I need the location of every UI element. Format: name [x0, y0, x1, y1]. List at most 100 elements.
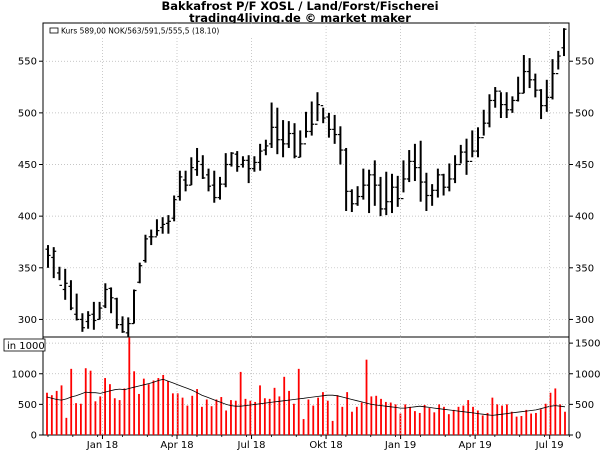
ohlc-bar — [429, 184, 435, 206]
ohlc-bar — [544, 79, 550, 112]
ohlc-bar — [114, 297, 120, 329]
volume-tick-label: 1000 — [575, 369, 600, 380]
volume-bar — [99, 396, 102, 435]
volume-bar — [162, 374, 165, 435]
ohlc-bar — [79, 313, 85, 332]
ohlc-bar — [137, 262, 143, 284]
volume-bar — [457, 406, 460, 435]
volume-bar — [283, 376, 286, 435]
volume-bar — [433, 412, 436, 435]
volume-bar — [491, 397, 494, 435]
volume-bar — [123, 388, 126, 435]
ohlc-bar — [550, 59, 556, 100]
ohlc-bar — [498, 90, 504, 119]
volume-bar — [171, 393, 174, 435]
volume-bar — [65, 417, 68, 435]
ohlc-bar — [263, 139, 269, 156]
volume-bar — [351, 411, 353, 435]
volume-bar — [138, 393, 140, 435]
ohlc-bar — [200, 155, 206, 179]
volume-bar — [331, 420, 334, 435]
ohlc-bar — [211, 170, 217, 203]
volume-bar — [79, 403, 82, 435]
ohlc-bar — [171, 195, 177, 222]
ohlc-bar — [372, 160, 378, 206]
volume-bar — [365, 359, 368, 435]
volume-tick-label: 500 — [18, 400, 37, 411]
ohlc-bar — [251, 156, 257, 172]
ohlc-bar — [286, 121, 292, 148]
ohlc-bar — [486, 94, 492, 128]
volume-bar — [288, 390, 290, 435]
volume-bar — [312, 405, 315, 435]
volume-bar — [292, 403, 295, 435]
price-tick-label: 400 — [18, 212, 37, 223]
ohlc-bar — [148, 229, 154, 246]
volume-bar — [109, 384, 111, 435]
ohlc-bar — [56, 266, 62, 286]
volume-bar — [157, 378, 160, 435]
volume-bar — [544, 403, 547, 435]
price-tick-label: 450 — [18, 160, 37, 171]
volume-bar — [476, 410, 479, 435]
volume-bar — [176, 393, 179, 435]
ohlc-bar — [555, 50, 561, 75]
volume-gridlines — [43, 342, 569, 405]
volume-bar — [60, 385, 63, 435]
volume-bar — [520, 416, 523, 435]
ohlc-bar — [228, 152, 234, 167]
volume-bar — [346, 392, 349, 435]
volume-bar — [234, 400, 237, 435]
ohlc-bar — [240, 156, 246, 168]
ohlc-bar — [509, 96, 515, 113]
ohlc-bar — [188, 157, 194, 186]
ohlc-bar — [68, 280, 74, 311]
ohlc-bar — [234, 151, 240, 172]
volume-bar — [380, 398, 382, 435]
volume-tick-label: 1000 — [12, 369, 37, 380]
volume-bar — [506, 404, 508, 435]
volume-bar — [414, 411, 416, 435]
ohlc-bar — [475, 127, 481, 158]
volume-bar — [210, 406, 213, 435]
volume-bar — [355, 406, 358, 435]
ohlc-bar — [326, 112, 332, 138]
volume-bar — [152, 380, 155, 435]
ohlc-bar — [131, 289, 137, 325]
volume-bar — [147, 384, 150, 435]
volume-bar — [428, 408, 431, 435]
x-tick-label: Jul 19 — [535, 440, 564, 450]
ohlc-bar — [532, 73, 538, 98]
ohlc-bar — [177, 170, 183, 201]
ohlc-bar — [383, 171, 389, 216]
volume-bar — [462, 405, 465, 435]
price-panel-frame — [42, 22, 570, 338]
volume-bar — [191, 395, 194, 435]
volume-bar — [205, 399, 208, 435]
volume-bar — [370, 396, 373, 435]
ohlc-bar — [458, 144, 464, 166]
x-tick-label: Apr 19 — [459, 440, 492, 450]
volume-bar — [142, 378, 145, 435]
volume-bar — [128, 337, 131, 435]
ohlc-bar — [366, 169, 372, 214]
volume-bar — [55, 390, 58, 435]
volume-bar — [70, 368, 73, 435]
ohlc-bar — [355, 186, 361, 206]
volume-bar — [186, 405, 189, 435]
ohlc-bar — [74, 293, 80, 321]
volume-bar — [409, 406, 411, 435]
volume-bar — [201, 406, 203, 435]
volume-label-box — [3, 338, 46, 352]
ohlc-bar — [515, 76, 521, 102]
chart-title: Bakkafrost P/F XOSL / Land/Forst/Fischer… — [0, 0, 600, 24]
ohlc-bar — [269, 102, 275, 148]
price-tick-label: 500 — [575, 108, 594, 119]
volume-moving-average-line — [46, 378, 566, 416]
x-tick-label: Jul 18 — [237, 440, 266, 450]
ohlc-bar — [120, 316, 126, 333]
ohlc-bar — [91, 301, 97, 330]
volume-bar — [559, 404, 562, 435]
